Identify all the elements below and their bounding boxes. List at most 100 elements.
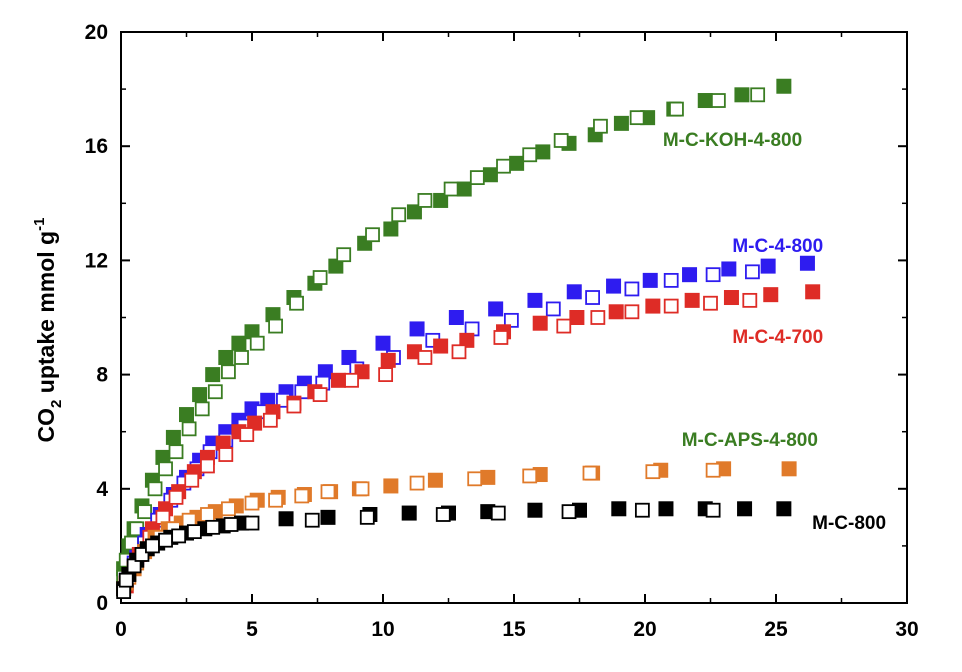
desorption-point	[409, 475, 425, 491]
desorption-point	[137, 504, 152, 520]
desorption-point	[200, 458, 215, 474]
adsorption-point	[456, 181, 472, 197]
adsorption-point	[760, 258, 776, 274]
adsorption-point	[244, 324, 260, 340]
desorption-point	[181, 421, 197, 437]
desorption-point	[304, 512, 320, 528]
adsorption-point	[330, 372, 346, 388]
adsorption-point	[527, 292, 543, 308]
series-label: M-C-4-700	[732, 327, 823, 348]
adsorption-point	[645, 298, 661, 314]
desorption-point	[710, 93, 726, 108]
desorption-point	[585, 290, 600, 305]
adsorption-point	[776, 78, 792, 94]
y-tick-label: 16	[85, 135, 108, 158]
desorption-point	[289, 295, 304, 311]
series-m-c-800	[116, 501, 792, 599]
desorption-point	[703, 295, 718, 311]
adsorption-point	[642, 272, 658, 288]
adsorption-point	[527, 502, 543, 518]
adsorption-point	[721, 261, 737, 277]
series-label: M-C-KOH-4-800	[663, 130, 802, 151]
adsorption-point	[684, 292, 700, 308]
adsorption-point	[658, 501, 674, 517]
adsorption-point	[231, 335, 247, 351]
adsorption-point	[265, 307, 281, 323]
adsorption-point	[682, 267, 698, 283]
desorption-point	[312, 387, 328, 402]
adsorption-point	[155, 449, 171, 465]
x-tick-label: 5	[246, 618, 258, 641]
adsorption-point	[569, 310, 585, 325]
adsorption-point	[480, 469, 496, 485]
desorption-point	[629, 110, 645, 126]
adsorption-point	[215, 435, 231, 451]
desorption-point	[344, 372, 359, 388]
desorption-point	[593, 118, 608, 134]
x-tick-label: 10	[371, 618, 394, 641]
desorption-point	[336, 247, 352, 263]
adsorption-point	[734, 87, 750, 103]
desorption-point	[207, 384, 223, 400]
adsorption-point	[763, 287, 779, 303]
desorption-point	[234, 350, 249, 365]
adsorption-point	[459, 332, 475, 348]
series-label: M-C-4-800	[732, 236, 823, 257]
desorption-point	[354, 481, 370, 497]
adsorption-point	[606, 278, 622, 294]
desorption-point	[378, 367, 394, 383]
adsorption-point	[488, 301, 504, 317]
adsorption-point	[375, 335, 391, 351]
axes: 0 5 10 15 20 25 30 0 4 8 12 16 20	[85, 21, 919, 641]
adsorption-point	[697, 93, 713, 109]
y-axis-label: CO2 uptake mmol g-1	[31, 218, 65, 443]
desorption-point	[168, 489, 184, 505]
adsorption-point	[179, 407, 194, 423]
desorption-point	[145, 538, 160, 554]
x-tick-label: 30	[895, 618, 918, 641]
x-tick-label: 20	[633, 618, 656, 641]
desorption-point	[223, 517, 239, 532]
desorption-point	[663, 298, 679, 314]
desorption-point	[244, 515, 260, 531]
desorption-point	[590, 310, 606, 325]
adsorption-point	[723, 290, 739, 306]
series-labels: M-C-KOH-4-800 M-C-4-800 M-C-4-700 M-C-APS-4…	[663, 130, 886, 534]
desorption-point	[467, 471, 483, 487]
desorption-point	[663, 272, 679, 288]
adsorption-point	[509, 155, 525, 171]
adsorption-point	[409, 321, 425, 337]
desorption-point	[624, 304, 640, 320]
desorption-point	[443, 181, 459, 197]
adsorption-point	[218, 349, 234, 365]
desorption-point	[168, 444, 184, 460]
desorption-point	[503, 312, 519, 328]
desorption-point	[469, 170, 485, 186]
adsorption-point	[776, 501, 792, 517]
desorption-point	[158, 532, 173, 548]
desorption-point	[239, 427, 255, 442]
y-tick-label: 0	[96, 592, 108, 615]
adsorption-point	[566, 284, 582, 300]
desorption-point	[205, 519, 221, 535]
desorption-point	[118, 572, 134, 588]
desorption-point	[490, 505, 506, 521]
series-m-c-4-700	[118, 284, 821, 594]
adsorption-point	[433, 338, 449, 354]
desorption-point	[200, 507, 215, 522]
series-label: M-C-APS-4-800	[682, 430, 818, 451]
desorption-point	[194, 401, 210, 417]
desorption-point	[417, 350, 433, 365]
desorption-point	[221, 364, 236, 380]
desorption-point	[171, 528, 187, 544]
adsorption-point	[427, 472, 443, 488]
desorption-point	[365, 227, 380, 243]
desorption-point	[451, 344, 467, 360]
desorption-point	[312, 270, 328, 285]
desorption-point	[750, 87, 766, 103]
desorption-point	[286, 398, 302, 414]
series-m-c-koh-4-800	[116, 78, 792, 585]
y-tick-label: 8	[96, 364, 108, 387]
desorption-point	[634, 502, 650, 518]
adsorption-point	[317, 364, 333, 380]
